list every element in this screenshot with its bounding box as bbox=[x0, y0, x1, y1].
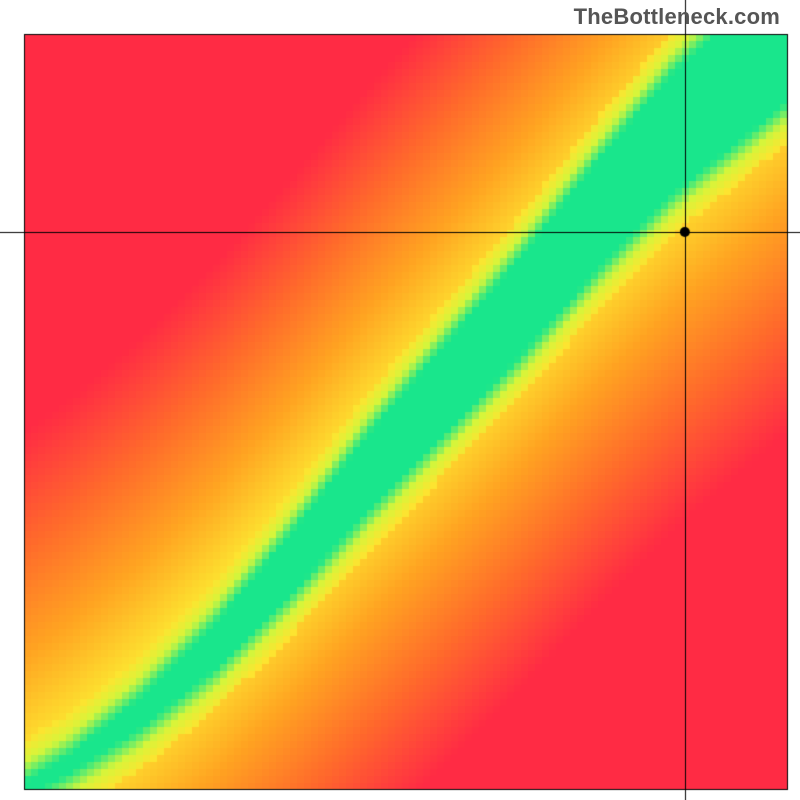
chart-container: TheBottleneck.com bbox=[0, 0, 800, 800]
watermark-text: TheBottleneck.com bbox=[574, 4, 780, 30]
heatmap-canvas bbox=[0, 0, 800, 800]
